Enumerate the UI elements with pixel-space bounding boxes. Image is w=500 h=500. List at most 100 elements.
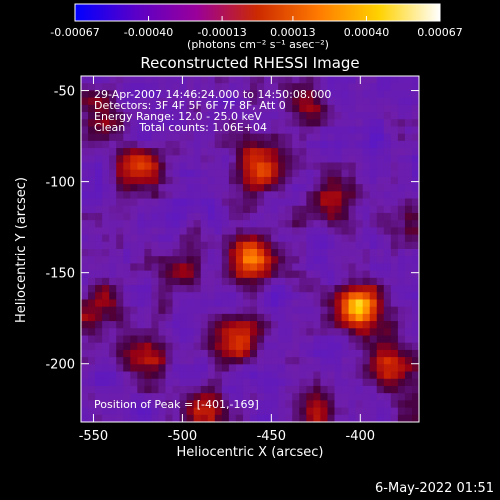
heatmap-cell xyxy=(292,277,300,286)
heatmap-cell xyxy=(116,155,124,164)
heatmap-cell xyxy=(299,104,307,113)
heatmap-cell xyxy=(278,90,286,99)
heatmap-cell xyxy=(404,76,413,84)
heatmap-cell xyxy=(411,169,419,178)
heatmap-cell xyxy=(404,220,413,228)
heatmap-cell xyxy=(369,220,378,228)
heatmap-cell xyxy=(130,414,138,422)
heatmap-cell xyxy=(242,414,251,422)
heatmap-cell xyxy=(334,148,343,156)
heatmap-cell xyxy=(179,234,188,243)
heatmap-cell xyxy=(235,299,244,308)
heatmap-cell xyxy=(137,241,145,250)
heatmap-cell xyxy=(88,184,96,192)
heatmap-cell xyxy=(250,112,258,120)
heatmap-cell xyxy=(376,234,385,243)
heatmap-cell xyxy=(264,83,272,92)
heatmap-cell xyxy=(109,364,117,373)
heatmap-cell xyxy=(207,313,216,322)
heatmap-cell xyxy=(95,212,103,221)
heatmap-cell xyxy=(130,241,138,250)
heatmap-cell xyxy=(151,285,160,293)
heatmap-cell xyxy=(242,249,251,257)
heatmap-cell xyxy=(221,371,230,380)
heatmap-cell xyxy=(355,371,364,380)
heatmap-cell xyxy=(165,328,174,337)
heatmap-cell xyxy=(271,407,279,416)
heatmap-cell xyxy=(397,97,406,106)
heatmap-cell xyxy=(383,83,392,92)
heatmap-cell xyxy=(81,335,89,344)
heatmap-cell xyxy=(151,205,160,214)
heatmap-cell xyxy=(278,263,286,272)
heatmap-cell xyxy=(95,126,103,135)
heatmap-cell xyxy=(109,328,117,337)
heatmap-cell xyxy=(299,292,307,301)
heatmap-cell xyxy=(355,191,364,200)
heatmap-cell xyxy=(116,357,124,365)
heatmap-cell xyxy=(292,205,300,214)
heatmap-cell xyxy=(88,76,96,84)
heatmap-cell xyxy=(278,155,286,164)
heatmap-cell xyxy=(109,104,117,113)
heatmap-cell xyxy=(292,234,300,243)
heatmap-cell xyxy=(214,191,223,200)
heatmap-cell xyxy=(207,270,216,279)
heatmap-cell xyxy=(348,227,357,236)
heatmap-cell xyxy=(207,378,216,387)
heatmap-cell xyxy=(250,270,258,279)
heatmap-cell xyxy=(95,227,103,236)
heatmap-cell xyxy=(257,241,265,250)
heatmap-cell xyxy=(123,90,131,99)
heatmap-cell xyxy=(278,321,286,329)
heatmap-cell xyxy=(362,328,371,337)
heatmap-cell xyxy=(151,220,160,228)
heatmap-cell xyxy=(348,162,357,171)
heatmap-cell xyxy=(88,277,96,286)
heatmap-cell xyxy=(214,263,223,272)
heatmap-cell xyxy=(116,306,124,315)
heatmap-cell xyxy=(404,133,413,142)
heatmap-cell xyxy=(334,277,343,286)
heatmap-cell xyxy=(369,126,378,135)
annotation-energy-range: Energy Range: 12.0 - 25.0 keV xyxy=(94,110,262,123)
heatmap-cell xyxy=(144,191,153,200)
heatmap-cell xyxy=(383,378,392,387)
heatmap-cell xyxy=(109,148,117,156)
heatmap-cell xyxy=(334,227,343,236)
heatmap-cell xyxy=(390,349,399,358)
heatmap-cell xyxy=(158,342,167,351)
heatmap-cell xyxy=(285,292,293,301)
heatmap-cell xyxy=(207,407,216,416)
heatmap-cell xyxy=(116,176,124,185)
heatmap-cell xyxy=(369,256,378,265)
heatmap-cell xyxy=(221,133,230,142)
heatmap-cell xyxy=(250,385,258,394)
heatmap-cell xyxy=(355,83,364,92)
heatmap-cell xyxy=(130,328,138,337)
heatmap-cell xyxy=(200,342,209,351)
heatmap-cell xyxy=(200,126,209,135)
heatmap-cell xyxy=(285,263,293,272)
heatmap-cell xyxy=(88,140,96,149)
heatmap-cell xyxy=(369,263,378,272)
heatmap-cell xyxy=(397,112,406,120)
heatmap-cell xyxy=(411,270,419,279)
heatmap-cell xyxy=(81,191,89,200)
heatmap-cell xyxy=(369,162,378,171)
heatmap-cell xyxy=(334,328,343,337)
heatmap-cell xyxy=(165,256,174,265)
heatmap-cell xyxy=(214,313,223,322)
heatmap-cell xyxy=(285,400,293,409)
heatmap-cell xyxy=(411,299,419,308)
annotation-detectors: Detectors: 3F 4F 5F 6F 7F 8F, Att 0 xyxy=(94,99,286,112)
heatmap-cell xyxy=(88,400,96,409)
colorbar-tick-label: 0.00040 xyxy=(344,26,390,39)
heatmap-cell xyxy=(130,249,138,257)
heatmap-cell xyxy=(158,378,167,387)
heatmap-cell xyxy=(88,378,96,387)
heatmap-cell xyxy=(313,220,322,228)
heatmap-cell xyxy=(369,112,378,120)
heatmap-cell xyxy=(313,378,322,387)
heatmap-cell xyxy=(137,400,145,409)
